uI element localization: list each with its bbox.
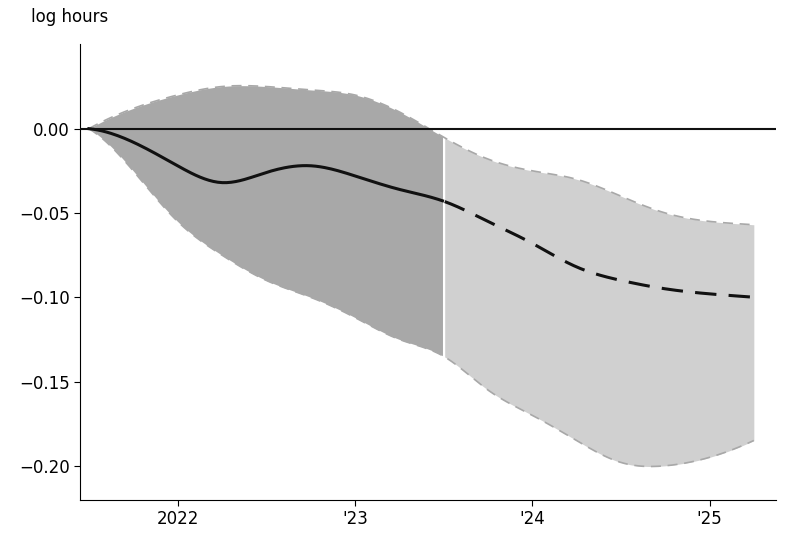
Text: log hours: log hours [31,8,109,26]
